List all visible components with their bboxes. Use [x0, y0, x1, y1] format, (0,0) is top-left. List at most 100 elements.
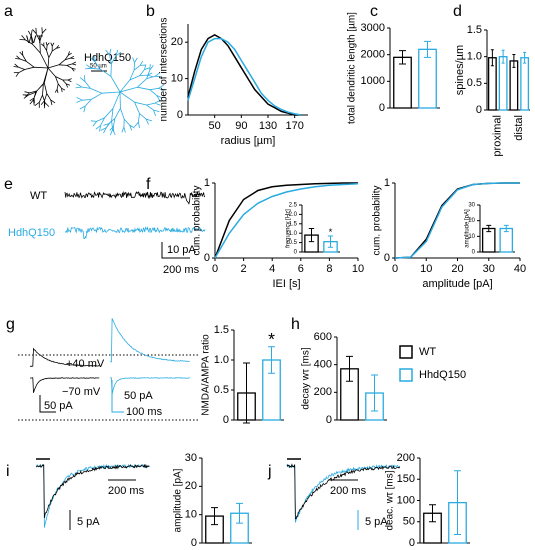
y-tick-label: 0	[204, 252, 210, 264]
panel-label: g	[6, 316, 15, 333]
error-bar	[486, 224, 492, 233]
legend-swatch	[399, 368, 413, 382]
y-tick-label: 1000	[361, 75, 385, 87]
x-tick-label: 0	[392, 263, 398, 275]
y-tick-label: 2.5	[289, 203, 298, 209]
error-bar	[371, 374, 378, 412]
y-axis-label: cum. probability	[192, 185, 203, 255]
panel-label: h	[291, 316, 300, 333]
y-tick-label: 1.5	[467, 24, 482, 36]
bar	[509, 60, 519, 111]
y-tick-label: 0	[326, 414, 332, 426]
y-axis-label: decay wτ [ms]	[301, 347, 312, 410]
x-tick-label: 30	[483, 263, 495, 275]
error-bar	[236, 502, 243, 524]
y-tick-label: 0	[177, 109, 183, 121]
panel-label: a	[4, 3, 13, 20]
x-tick-label: 2	[241, 263, 247, 275]
y-tick-label: 600	[314, 331, 332, 343]
y-tick-label: 20	[468, 218, 475, 224]
y-tick-label: 0	[476, 104, 482, 116]
neuron	[75, 48, 165, 136]
line	[187, 37, 302, 116]
error-bar	[327, 235, 334, 248]
y-tick-label: 50	[403, 516, 415, 528]
error-bar	[503, 224, 509, 233]
panel-label: b	[146, 3, 155, 20]
y-axis-label: amplitude [pA]	[173, 468, 184, 532]
neuron	[13, 27, 77, 109]
y-tick-label: 0	[294, 250, 298, 256]
x-tick-label: 50	[209, 120, 221, 132]
scale-label: 50 pA	[44, 400, 73, 412]
trace	[109, 377, 190, 395]
y-tick-label: 0	[379, 102, 385, 114]
y-tick-label: 30	[468, 203, 475, 209]
scale-bar	[111, 380, 124, 413]
x-tick-label: 130	[259, 120, 277, 132]
scale-label: 5 pA	[365, 516, 388, 528]
y-tick-label: 1	[384, 177, 390, 189]
group-label: distal	[513, 115, 525, 141]
trace	[29, 377, 100, 393]
error-bar	[523, 51, 527, 64]
x-axis-label: radius [µm]	[221, 135, 276, 147]
legend-label: WT	[419, 346, 436, 358]
x-tick-label: 20	[451, 263, 463, 275]
bar	[418, 48, 437, 109]
scale-label: 200 ms	[108, 485, 145, 497]
x-axis-label: IEI [s]	[272, 278, 300, 290]
trace	[65, 226, 206, 240]
y-tick-label: 1.0	[289, 231, 298, 237]
trace	[109, 318, 190, 363]
line	[214, 183, 359, 259]
x-tick-label: 90	[235, 120, 247, 132]
x-tick-label: 170	[285, 120, 303, 132]
y-axis-label: amplitude [pA]	[465, 209, 471, 248]
y-tick-label: 0	[191, 537, 197, 549]
trace	[64, 190, 206, 205]
trace-label: +40 mV	[66, 358, 105, 370]
error-bar	[490, 49, 494, 67]
line	[214, 182, 358, 259]
line	[187, 34, 302, 116]
y-tick-label: 0	[384, 252, 390, 264]
panel-label: e	[4, 176, 13, 193]
y-tick-label: 20	[185, 480, 197, 492]
significance-marker: *	[268, 329, 275, 349]
y-tick-label: 100	[397, 494, 415, 506]
significance-marker: *	[329, 227, 333, 238]
y-axis-label: NMDA/AMPA ratio	[201, 334, 212, 416]
y-tick-label: 1.0	[467, 51, 482, 63]
y-tick-label: 0	[472, 250, 476, 256]
y-tick-label: 0	[409, 537, 415, 549]
panel-label: i	[6, 463, 10, 480]
bar	[498, 56, 508, 111]
y-tick-label: 0.5	[214, 384, 229, 396]
x-tick-label: 8	[326, 263, 332, 275]
scale-label: 10 pA	[167, 244, 196, 256]
scale-label: 5 pA	[77, 516, 100, 528]
y-tick-label: 20	[171, 36, 183, 48]
line	[394, 182, 520, 259]
y-tick-label: 30	[185, 452, 197, 464]
y-tick-label: 1.5	[214, 324, 229, 336]
y-axis-label: number of intersections	[159, 18, 170, 122]
error-bar	[424, 40, 431, 58]
error-bar	[308, 228, 315, 243]
trace	[286, 463, 401, 520]
bar	[520, 57, 530, 111]
y-tick-label: 0.5	[467, 77, 482, 89]
y-tick-label: 2.0	[289, 212, 298, 218]
y-axis-label: deac. wτ [ms]	[385, 470, 396, 530]
scale-label: 100 ms	[126, 406, 163, 418]
x-tick-label: 10	[420, 263, 432, 275]
trace	[29, 347, 100, 367]
y-tick-label: 1	[204, 177, 210, 189]
trace-label: WT	[30, 190, 47, 202]
y-tick-label: 200	[314, 386, 332, 398]
x-tick-label: 40	[514, 263, 526, 275]
y-axis-label: total dendritic length [µm]	[347, 12, 358, 124]
y-tick-label: 10	[468, 234, 475, 240]
y-axis-label: spines/µm	[454, 45, 466, 95]
